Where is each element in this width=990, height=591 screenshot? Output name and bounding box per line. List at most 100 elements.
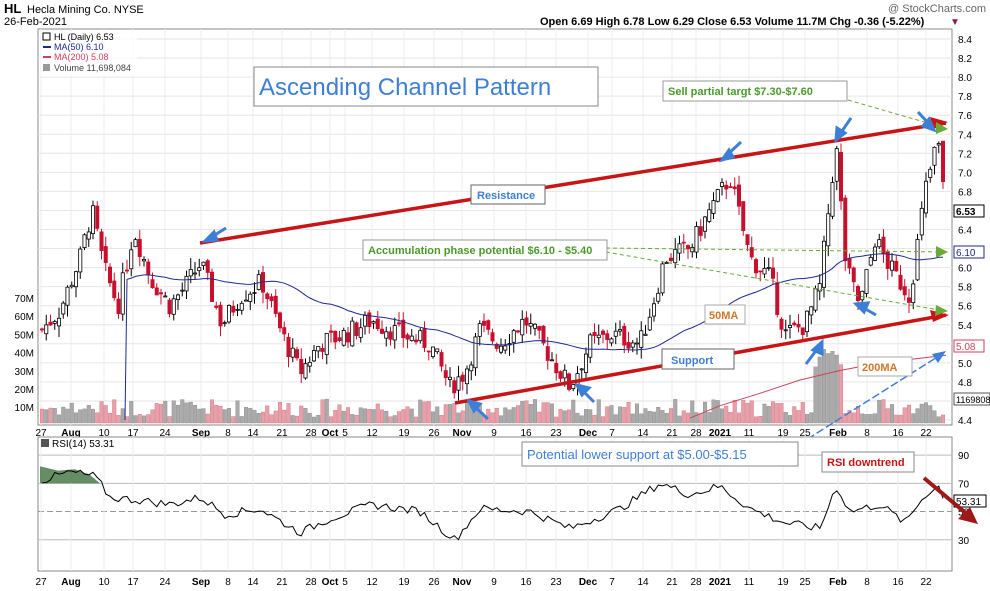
x-tick-label: 5 [342,428,348,439]
sell-label-box [662,80,848,102]
volume-bar [107,412,112,424]
candle-body [65,286,70,306]
volume-bar [575,412,580,424]
candle-body [528,323,533,327]
price-tick-label: 5.8 [958,283,972,294]
volume-bar [188,401,193,424]
volume-bar [813,366,818,424]
volume-bar [822,349,827,424]
volume-bar [834,354,839,424]
volume-bar [209,399,214,424]
candle-body [919,207,924,236]
volume-bar [885,408,890,424]
volume-bar [749,400,754,424]
lower-support-label: Potential lower support at $5.00-$5.15 [527,447,747,462]
x-tick-label: Sep [192,428,210,439]
candle-body [588,334,593,358]
candle-body [592,331,597,336]
volume-bar [579,415,584,424]
candle-body [813,288,818,311]
close-tag-box [953,204,985,218]
x-tick-label: 12 [366,428,378,439]
volume-bar [269,414,274,424]
rsi-overbought-fill [40,466,100,484]
candle-body [877,239,882,248]
candle-body [218,304,223,327]
candle-body [894,260,899,272]
candle-body [652,303,657,317]
volume-bar [796,410,801,424]
volume-bar [350,414,355,424]
volume-bar [133,415,138,424]
x-tick-label: 2021 [709,428,732,439]
candle-body [362,315,367,327]
price-tick-label: 5.0 [958,359,972,370]
volume-bar [78,409,83,424]
volume-bar [354,414,359,424]
candle-body [711,200,716,214]
watermark: @ StockCharts.com [888,3,986,15]
volume-bar [243,407,248,424]
volume-bar [766,406,771,424]
volume-bar [167,416,172,424]
candle-body [613,330,618,337]
ma50-label: 50MA [709,310,738,322]
volume-bar [673,399,678,424]
volume-bar [73,412,78,424]
sell-guide-arrowhead [936,122,948,134]
volume-bar [924,402,929,424]
volume-bar [932,410,937,424]
volume-bar [184,402,189,424]
volume-bar [329,416,334,424]
x-tick-label: 14 [637,428,649,439]
candle-body [392,325,397,341]
volume-tick-label: 40M [15,349,34,360]
candle-body [371,321,376,324]
candle-body [524,317,529,326]
candle-body [435,348,440,353]
volume-bar [222,409,227,424]
candle-body [941,140,946,183]
candle-body [605,333,610,340]
candle-body [311,350,316,362]
volume-bar [669,408,674,424]
candle-body [426,350,431,353]
ma50-tag: 6.10 [956,248,976,259]
volume-bar [911,413,916,424]
x-tick-label: 25 [799,577,811,588]
sell-label: Sell partial targt $7.30-$7.60 [668,86,813,98]
volume-bar [877,399,882,424]
volume-bar [503,407,508,424]
x-tick-label: 27 [35,577,47,588]
x-tick-label: 9 [491,428,497,439]
candle-body [686,245,691,250]
volume-bar [141,415,146,424]
candle-body [868,257,873,266]
candle-body [422,328,427,348]
volume-bar [902,407,907,424]
volume-bar [771,401,776,424]
volume-bar [720,408,725,424]
resistance-label: Resistance [477,190,535,202]
candle-body [839,151,844,202]
volume-bar [562,410,567,424]
x-tick-label: 22 [920,428,932,439]
volume-bar [868,413,873,424]
candle-body [843,197,848,262]
x-tick-label: 28 [690,428,702,439]
volume-bar [635,403,640,424]
price-tick-label: 8.4 [958,35,972,46]
candle-body [928,168,933,178]
rsi-legend-swatch [41,439,49,447]
candle-body [796,323,801,328]
volume-bar [261,411,266,424]
price-tick-label: 4.8 [958,378,972,389]
rsi-downtrend-arrowhead [958,507,978,524]
volume-bar [745,402,750,424]
volume-bar [367,409,372,424]
volume-bar [817,356,822,424]
rsi-downtrend-label: RSI downtrend [827,457,905,469]
x-tick-label: 21 [276,577,288,588]
x-tick-label: 17 [127,577,139,588]
candle-body [741,201,746,231]
